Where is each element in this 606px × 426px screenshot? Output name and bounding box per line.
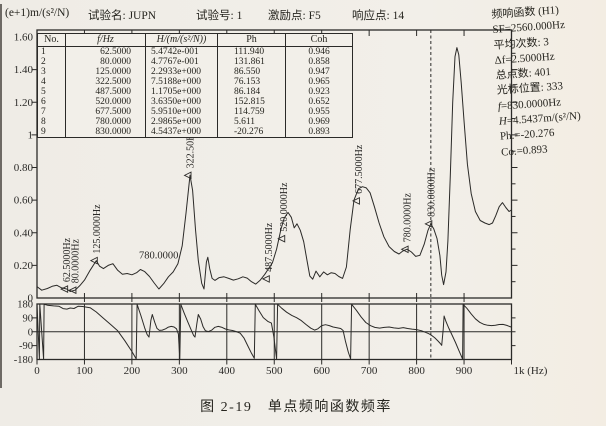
scan-edge-shadow — [0, 4, 2, 388]
table-row: 6 520.0000 3.6350e+000 152.815 0.652 — [37, 97, 353, 107]
peak-frequency-label: 780.0000Hz — [403, 193, 414, 243]
table-row: 8 780.0000 2.9865e+000 5.611 0.969 — [37, 117, 353, 127]
peak-frequency-label: 322.50Hz — [186, 129, 197, 169]
svg-text:0: 0 — [34, 365, 40, 377]
axis-grid-and-ticks — [31, 30, 518, 365]
peak-frequency-label: 125.0000Hz — [92, 204, 103, 254]
y-axis-unit-label: (e+1)m/(s²/N) — [5, 7, 70, 19]
peak-marker-icon — [261, 274, 270, 283]
test-number-field: 试验号: 1 — [196, 10, 243, 22]
axis-tick-labels: 0 100 200 300 400 500 600 700 800 900 1k (Hz)1.601… — [14, 32, 548, 378]
svg-text:0.40: 0.40 — [14, 227, 34, 239]
svg-text:-180: -180 — [14, 355, 33, 366]
peak-frequency-label: 80.0000Hz — [70, 238, 81, 283]
peak-frequency-label: 520.0000Hz — [279, 182, 290, 232]
svg-text:180: 180 — [17, 300, 33, 311]
peak-marker-icon — [351, 197, 360, 205]
peak-marker-icon — [424, 219, 433, 228]
svg-text:400: 400 — [219, 365, 236, 377]
svg-text:1.20: 1.20 — [14, 97, 34, 109]
table-row: 4 322.5000 7.5188e+000 76.153 0.965 — [37, 77, 353, 87]
plot-frames — [36, 29, 513, 361]
table-row: 1 62.5000 5.4742e-001 111.940 0.946 — [37, 46, 353, 57]
svg-text:600: 600 — [313, 365, 330, 377]
measurement-sidebar: 频响函数 (H1) SF=2560.000Hz 平均次数: 3 Δf=2.500… — [491, 0, 606, 161]
svg-text:100: 100 — [76, 365, 93, 377]
svg-text:1.60: 1.60 — [14, 32, 34, 44]
table-row: 2 80.0000 4.7767e-001 131.861 0.858 — [37, 57, 353, 67]
svg-text:800: 800 — [408, 365, 425, 377]
svg-text:700: 700 — [361, 365, 378, 377]
peak-marker-icon — [60, 285, 69, 294]
svg-text:1: 1 — [28, 129, 34, 141]
svg-text:300: 300 — [171, 365, 188, 377]
svg-text:1k (Hz): 1k (Hz) — [514, 365, 548, 377]
svg-text:0.80: 0.80 — [14, 162, 34, 174]
peak-marker-icon — [400, 245, 409, 254]
peak-marker-icon — [183, 171, 192, 180]
excitation-point-field: 激励点: F5 — [268, 10, 321, 22]
cursor-readout-label: 780.0000 — [139, 251, 178, 262]
peak-frequency-label: 677.5000Hz — [354, 144, 365, 194]
curves — [36, 47, 512, 360]
svg-text:0: 0 — [28, 327, 33, 338]
frf-table: No. f/Hz H/(m/(s²/N)) Ph Coh 1 62.5000 5.4742e… — [37, 33, 353, 138]
svg-text:1.40: 1.40 — [14, 64, 34, 76]
figure-caption: 图 2-19 单点频响函数频率 — [200, 400, 392, 415]
table-row: 7 677.5000 5.9510e+000 114.759 0.955 — [37, 107, 353, 117]
test-name-field: 试验名: JUPN — [88, 10, 157, 22]
peak-marker-icon — [68, 286, 77, 295]
peak-frequency-label: 62.5000Hz — [62, 237, 73, 282]
peak-marker-icon — [89, 256, 98, 265]
svg-text:90: 90 — [23, 313, 34, 324]
table-col-header: No. — [37, 33, 66, 47]
svg-text:200: 200 — [124, 365, 141, 377]
svg-text:500: 500 — [266, 365, 283, 377]
svg-text:0.20: 0.20 — [14, 260, 34, 272]
svg-text:0.60: 0.60 — [14, 195, 34, 207]
table-col-header: Ph — [217, 33, 286, 47]
table-row: 5 487.5000 1.1705e+000 86.184 0.923 — [37, 87, 353, 97]
table-row: 3 125.0000 2.2933e+000 86.550 0.947 — [37, 67, 353, 77]
svg-text:-90: -90 — [19, 341, 33, 352]
table-col-header: H/(m/(s²/N)) — [145, 33, 218, 47]
magnitude-curve — [36, 47, 512, 292]
response-point-field: 响应点: 14 — [352, 10, 405, 22]
table-header-row: No. f/Hz H/(m/(s²/N)) Ph Coh — [37, 33, 353, 47]
table-col-header: Coh — [285, 33, 353, 47]
svg-text:0: 0 — [28, 293, 34, 305]
peak-frequency-label: 830.0000Hz — [426, 167, 437, 217]
table-col-header: f/Hz — [65, 33, 146, 47]
table-row: 9 830.0000 4.5437e+000 -20.276 0.893 — [37, 127, 353, 138]
peak-frequency-label: 487.5000Hz — [264, 222, 275, 272]
svg-text:900: 900 — [456, 365, 473, 377]
peak-marker-icon — [277, 234, 286, 243]
phase-curve — [36, 303, 512, 360]
